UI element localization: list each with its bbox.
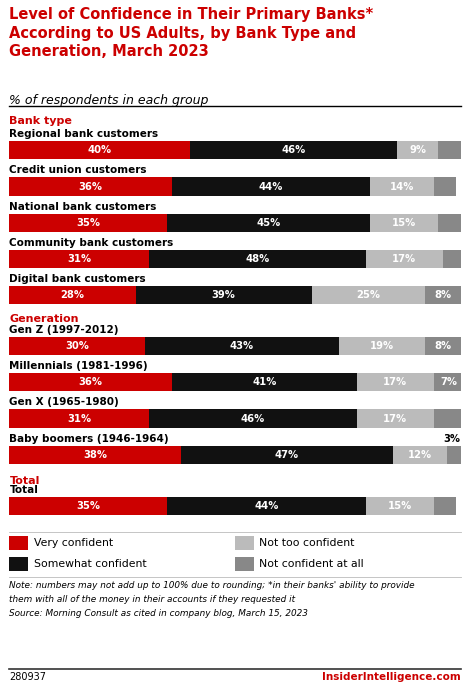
Text: Total: Total xyxy=(9,476,40,487)
Text: 12%: 12% xyxy=(408,450,432,460)
Text: Very confident: Very confident xyxy=(34,538,113,548)
Text: 35%: 35% xyxy=(76,218,101,228)
Bar xyxy=(9,214,167,232)
Bar xyxy=(433,410,461,428)
Bar xyxy=(366,250,443,268)
Bar xyxy=(149,250,366,268)
Text: 17%: 17% xyxy=(383,413,407,424)
Text: 46%: 46% xyxy=(282,145,306,156)
Bar xyxy=(9,373,172,392)
Bar xyxy=(9,177,172,195)
Text: 48%: 48% xyxy=(245,254,270,264)
Bar xyxy=(9,250,149,268)
Text: 31%: 31% xyxy=(67,413,91,424)
Bar xyxy=(447,445,461,463)
Text: 280937: 280937 xyxy=(9,672,47,682)
Text: Gen X (1965-1980): Gen X (1965-1980) xyxy=(9,397,119,408)
Bar xyxy=(172,177,370,195)
Bar xyxy=(9,141,190,159)
Text: InsiderIntelligence.com: InsiderIntelligence.com xyxy=(322,672,461,682)
Text: Source: Morning Consult as cited in company blog, March 15, 2023: Source: Morning Consult as cited in comp… xyxy=(9,609,308,618)
Bar xyxy=(9,337,145,355)
Text: Not confident at all: Not confident at all xyxy=(259,559,364,569)
Bar xyxy=(167,214,370,232)
Bar xyxy=(9,286,136,304)
Bar xyxy=(366,497,433,515)
Text: Somewhat confident: Somewhat confident xyxy=(34,559,147,569)
Text: Gen Z (1997-2012): Gen Z (1997-2012) xyxy=(9,325,119,335)
Bar xyxy=(145,337,339,355)
Bar xyxy=(167,497,366,515)
Text: 17%: 17% xyxy=(392,254,416,264)
Bar xyxy=(370,177,433,195)
Text: Total: Total xyxy=(9,484,38,495)
Text: Bank type: Bank type xyxy=(9,117,72,126)
Text: 39%: 39% xyxy=(212,290,235,300)
Text: them with all of the money in their accounts if they requested it: them with all of the money in their acco… xyxy=(9,595,296,604)
Bar xyxy=(339,337,424,355)
Text: Digital bank customers: Digital bank customers xyxy=(9,274,146,284)
Text: 44%: 44% xyxy=(259,181,283,191)
Text: 8%: 8% xyxy=(434,290,451,300)
Bar xyxy=(393,445,447,463)
Bar xyxy=(424,337,461,355)
Text: Community bank customers: Community bank customers xyxy=(9,238,173,248)
Text: 44%: 44% xyxy=(254,501,279,511)
Bar xyxy=(433,177,456,195)
Bar xyxy=(438,141,461,159)
Text: 36%: 36% xyxy=(78,181,102,191)
Text: 15%: 15% xyxy=(388,501,412,511)
Bar xyxy=(398,141,438,159)
Text: 40%: 40% xyxy=(87,145,112,156)
Text: 25%: 25% xyxy=(356,290,380,300)
Bar xyxy=(443,250,465,268)
Text: Credit union customers: Credit union customers xyxy=(9,165,147,175)
Bar xyxy=(357,373,433,392)
Bar xyxy=(9,497,167,515)
Bar xyxy=(312,286,424,304)
Bar xyxy=(424,286,461,304)
Text: 36%: 36% xyxy=(78,378,102,387)
Text: 3%: 3% xyxy=(444,433,461,443)
Text: 47%: 47% xyxy=(275,450,299,460)
Text: 35%: 35% xyxy=(76,501,101,511)
Text: Baby boomers (1946-1964): Baby boomers (1946-1964) xyxy=(9,433,169,443)
Bar xyxy=(370,214,438,232)
Text: 14%: 14% xyxy=(390,181,414,191)
Text: Generation: Generation xyxy=(9,313,79,324)
Text: 9%: 9% xyxy=(409,145,426,156)
Bar xyxy=(433,497,456,515)
Bar xyxy=(357,410,433,428)
Bar xyxy=(438,214,461,232)
Bar xyxy=(172,373,357,392)
Text: Regional bank customers: Regional bank customers xyxy=(9,129,158,139)
Text: 41%: 41% xyxy=(252,378,276,387)
Text: National bank customers: National bank customers xyxy=(9,202,157,211)
Text: 46%: 46% xyxy=(241,413,265,424)
Text: 15%: 15% xyxy=(392,218,416,228)
Bar xyxy=(433,373,465,392)
Text: 7%: 7% xyxy=(441,378,458,387)
Bar xyxy=(9,410,149,428)
Text: 43%: 43% xyxy=(230,341,254,351)
Bar xyxy=(9,445,181,463)
Text: 17%: 17% xyxy=(383,378,407,387)
Text: 38%: 38% xyxy=(83,450,107,460)
Text: Level of Confidence in Their Primary Banks*
According to US Adults, by Bank Type: Level of Confidence in Their Primary Ban… xyxy=(9,7,374,59)
Text: 30%: 30% xyxy=(65,341,89,351)
Bar xyxy=(181,445,393,463)
Text: Note: numbers may not add up to 100% due to rounding; *in their banks' ability t: Note: numbers may not add up to 100% due… xyxy=(9,581,415,590)
Text: 8%: 8% xyxy=(434,341,451,351)
Text: 45%: 45% xyxy=(257,218,281,228)
Bar xyxy=(190,141,398,159)
Bar xyxy=(136,286,312,304)
Text: 19%: 19% xyxy=(369,341,394,351)
Text: 31%: 31% xyxy=(67,254,91,264)
Text: Not too confident: Not too confident xyxy=(259,538,355,548)
Text: 28%: 28% xyxy=(61,290,85,300)
Bar xyxy=(149,410,357,428)
Text: % of respondents in each group: % of respondents in each group xyxy=(9,94,209,107)
Text: Millennials (1981-1996): Millennials (1981-1996) xyxy=(9,362,148,371)
